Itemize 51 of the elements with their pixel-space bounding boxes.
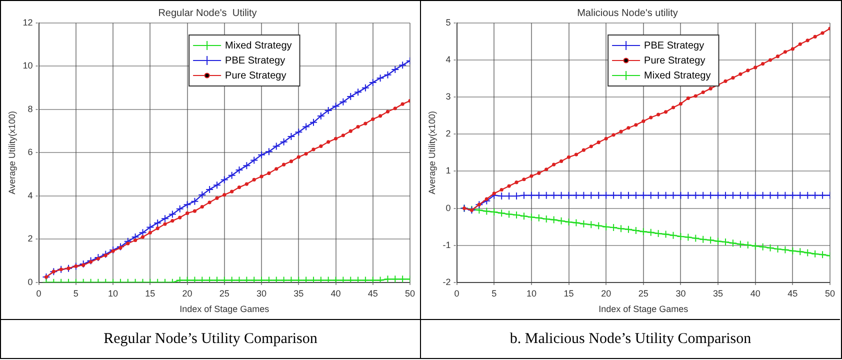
y-tick-label: 4 bbox=[446, 54, 451, 65]
x-tick-label: 5 bbox=[492, 288, 497, 298]
text: b. Malicious Node’s Utility Comparison bbox=[421, 319, 840, 358]
x-tick-label: 0 bbox=[454, 288, 460, 298]
x-tick-label: 0 bbox=[36, 288, 42, 298]
legend-label: PBE Strategy bbox=[644, 40, 704, 52]
x-tick-label: 35 bbox=[294, 288, 304, 298]
x-tick-label: 15 bbox=[145, 288, 156, 298]
y-tick-label: 1 bbox=[446, 166, 451, 176]
x-tick-label: 15 bbox=[564, 288, 574, 298]
x-axis-title: Index of Stage Games bbox=[180, 304, 270, 314]
x-tick-label: 40 bbox=[750, 288, 760, 298]
y-tick-label: 2 bbox=[446, 128, 451, 139]
x-tick-label: 25 bbox=[638, 288, 648, 298]
legend-label: Pure Strategy bbox=[644, 55, 706, 66]
x-tick-label: 50 bbox=[824, 288, 836, 298]
legend-label: Mixed Strategy bbox=[644, 70, 711, 82]
x-tick-label: 20 bbox=[601, 288, 612, 298]
x-tick-label: 10 bbox=[526, 288, 536, 298]
x-tick-label: 30 bbox=[676, 288, 686, 298]
y-axis-title: Average Utility(x100) bbox=[6, 111, 17, 194]
x-tick-label: 5 bbox=[73, 288, 78, 298]
x-tick-label: 10 bbox=[108, 288, 118, 298]
y-tick-label: 10 bbox=[22, 60, 33, 71]
y-tick-label: 4 bbox=[28, 190, 33, 200]
y-tick-label: 6 bbox=[28, 147, 33, 158]
y-tick-label: 5 bbox=[446, 17, 451, 28]
y-tick-label: 0 bbox=[28, 276, 33, 287]
x-tick-label: 35 bbox=[713, 288, 724, 298]
y-tick-label: 2 bbox=[28, 234, 33, 244]
legend-label: Pure Strategy bbox=[225, 70, 286, 82]
x-tick-label: 45 bbox=[788, 288, 798, 298]
y-tick-label: -1 bbox=[442, 240, 451, 250]
x-tick-label: 40 bbox=[330, 288, 341, 298]
y-tick-label: 3 bbox=[446, 92, 451, 102]
x-tick-label: 20 bbox=[182, 288, 192, 298]
x-tick-label: 50 bbox=[404, 288, 416, 298]
y-tick-label: 12 bbox=[22, 17, 33, 28]
y-tick-label: 0 bbox=[446, 202, 451, 213]
y-tick-label: 8 bbox=[28, 104, 33, 114]
y-axis-title: Average Utility(x100) bbox=[426, 111, 437, 194]
y-tick-label: -2 bbox=[442, 276, 451, 287]
x-tick-label: 30 bbox=[256, 288, 267, 298]
text: Regular Node’s Utility Comparison bbox=[1, 319, 420, 358]
legend-label: Mixed Strategy bbox=[225, 40, 292, 52]
legend-label: PBE Strategy bbox=[225, 55, 286, 66]
x-axis-title: Index of Stage Games bbox=[598, 304, 689, 314]
x-tick-label: 25 bbox=[219, 288, 230, 298]
x-tick-label: 45 bbox=[368, 288, 378, 298]
chart-title: Regular Node's Utility bbox=[158, 8, 257, 19]
chart-title: Malicious Node's utility bbox=[577, 8, 678, 19]
